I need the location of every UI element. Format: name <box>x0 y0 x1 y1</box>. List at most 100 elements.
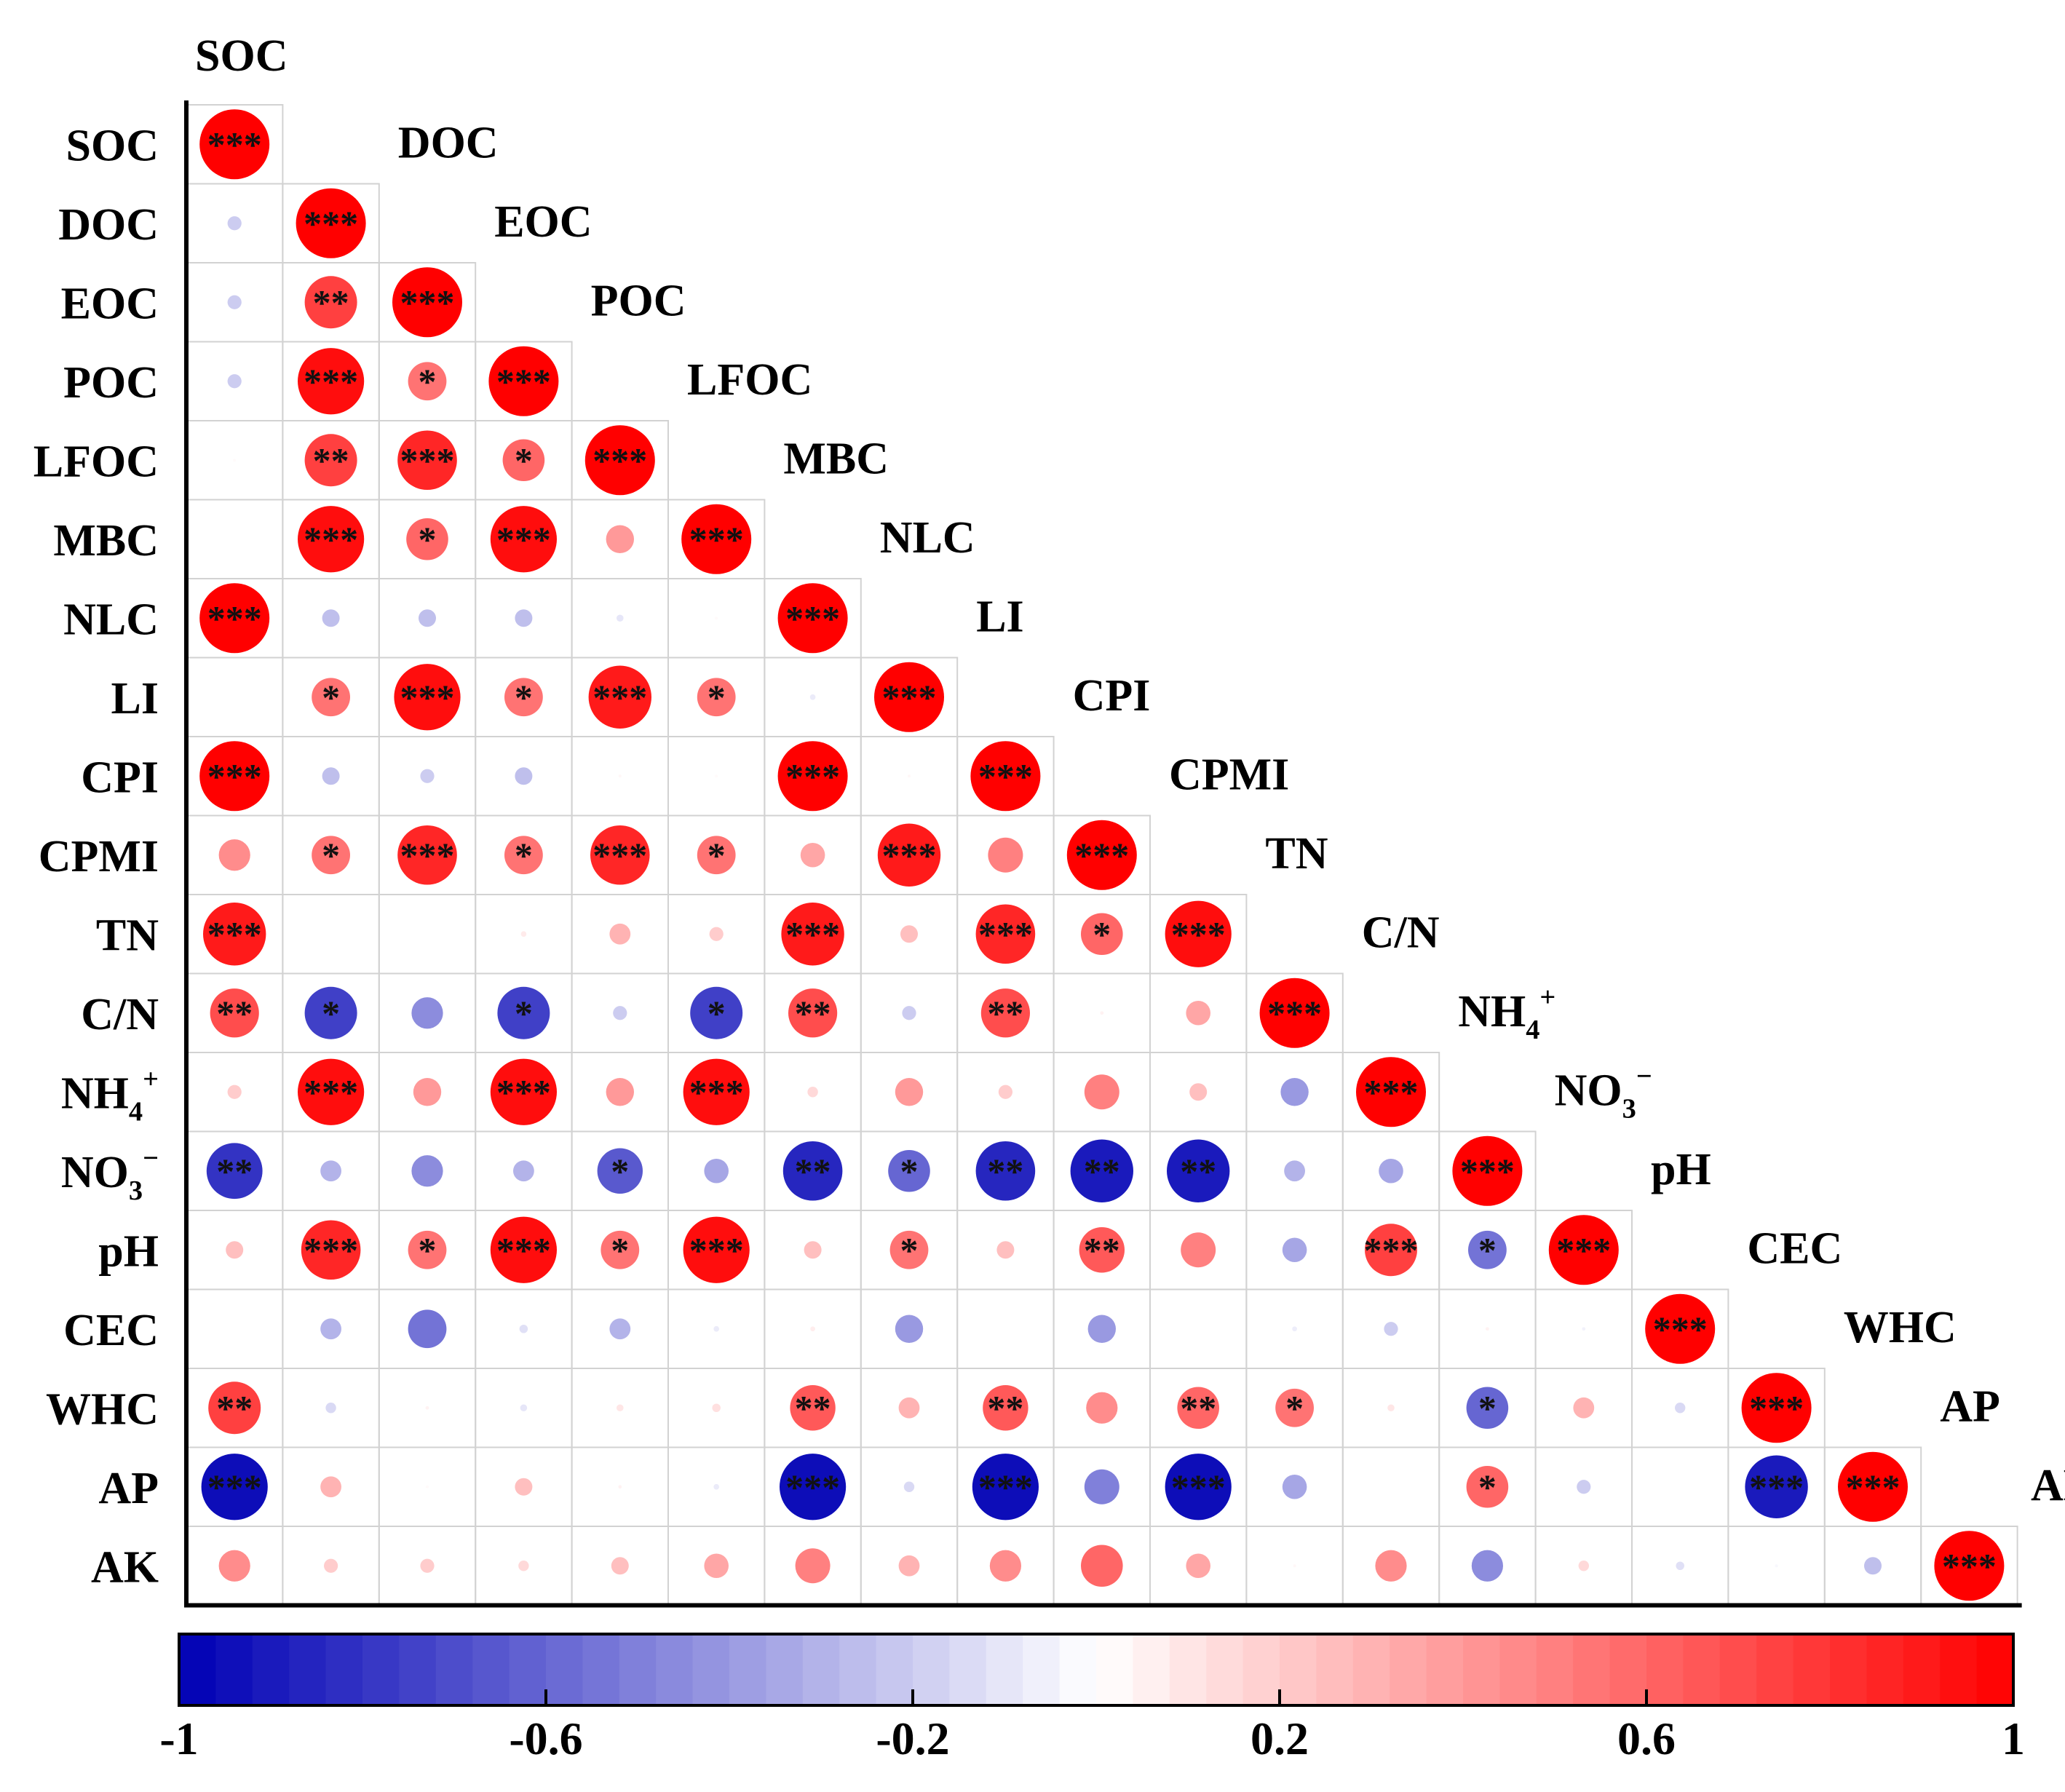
correlation-circle-11-10 <box>1186 1000 1210 1026</box>
significance-label-11-1: * <box>322 993 340 1034</box>
colorbar-step <box>472 1634 510 1705</box>
correlation-circle-12-2 <box>413 1078 442 1106</box>
grid-cell <box>956 1288 1055 1369</box>
correlation-circle-13-4 <box>597 1148 643 1194</box>
colorbar-step <box>1940 1634 1978 1705</box>
correlation-circle-6-4 <box>617 614 624 622</box>
correlation-circle-14-9 <box>1079 1227 1125 1273</box>
correlation-circle-16-8 <box>983 1385 1028 1431</box>
correlation-circle-9-9 <box>1066 820 1137 890</box>
significance-label-14-13: * <box>1478 1229 1497 1270</box>
significance-label-11-3: * <box>515 993 533 1034</box>
significance-label-12-3: *** <box>496 1071 551 1112</box>
correlation-circle-16-10 <box>1177 1387 1219 1430</box>
diagonal-label-13: NO3− <box>1555 1061 1652 1125</box>
correlation-circle-17-16 <box>1745 1455 1808 1518</box>
colorbar-step <box>839 1634 877 1705</box>
correlation-circle-11-7 <box>902 1006 916 1020</box>
matrix-axes <box>184 100 2022 1608</box>
colorbar-step <box>509 1634 547 1705</box>
correlation-circle-17-6 <box>780 1454 847 1521</box>
significance-label-10-0: *** <box>207 913 262 954</box>
correlation-circle-9-5 <box>697 836 736 875</box>
row-label-7: LI <box>111 674 159 723</box>
correlation-circle-18-18 <box>1934 1531 2005 1601</box>
colorbar-step <box>729 1634 766 1705</box>
correlation-circle-5-4 <box>606 525 634 553</box>
correlation-circle-8-8 <box>970 741 1041 812</box>
correlation-circle-12-7 <box>895 1078 924 1106</box>
row-label-14: pH <box>98 1226 159 1276</box>
colorbar-step <box>289 1634 327 1705</box>
correlation-circle-13-13 <box>1452 1135 1523 1206</box>
correlation-circle-16-1 <box>325 1403 336 1414</box>
significance-label-4-2: *** <box>400 440 455 480</box>
diagonal-label-11: C/N <box>1362 908 1440 957</box>
colorbar-step <box>1242 1634 1280 1705</box>
row-label-18: AK <box>91 1542 159 1592</box>
significance-label-12-12: *** <box>1364 1071 1419 1112</box>
colorbar-step <box>215 1634 253 1705</box>
colorbar-step <box>435 1634 473 1705</box>
significance-label-9-3: * <box>515 835 533 876</box>
diagonal-label-17: AP <box>1940 1381 2000 1431</box>
correlation-circle-18-10 <box>1186 1553 1210 1579</box>
significance-label-10-8: *** <box>978 913 1033 954</box>
correlation-circle-11-0 <box>210 988 259 1038</box>
correlation-circle-17-17 <box>1838 1451 1908 1522</box>
significance-label-5-5: *** <box>689 519 744 560</box>
significance-label-6-0: *** <box>207 598 262 638</box>
significance-label-14-12: *** <box>1364 1229 1419 1270</box>
diagonal-label-12: NH4+ <box>1458 982 1555 1045</box>
correlation-circle-3-0 <box>227 374 242 389</box>
correlation-circle-18-12 <box>1375 1550 1407 1582</box>
significance-label-6-6: *** <box>785 598 840 638</box>
correlation-circle-18-4 <box>611 1557 629 1575</box>
colorbar-step <box>1609 1634 1647 1705</box>
correlation-circle-16-11 <box>1275 1388 1314 1427</box>
colorbar-step <box>1426 1634 1464 1705</box>
correlation-circle-9-1 <box>312 836 350 875</box>
correlation-circle-16-16 <box>1741 1373 1812 1443</box>
significance-label-14-14: *** <box>1556 1229 1611 1270</box>
correlation-circle-16-0 <box>208 1381 261 1435</box>
significance-label-12-1: *** <box>304 1071 358 1112</box>
correlation-circle-18-11 <box>1293 1564 1296 1568</box>
correlation-circle-2-2 <box>392 267 462 338</box>
colorbar-step <box>913 1634 950 1705</box>
correlation-circle-18-8 <box>989 1550 1021 1582</box>
colorbar-step <box>656 1634 694 1705</box>
significance-label-7-7: *** <box>882 677 937 718</box>
significance-label-16-8: ** <box>987 1387 1023 1428</box>
significance-label-2-1: ** <box>313 282 349 322</box>
correlation-circle-15-12 <box>1384 1322 1398 1336</box>
correlation-circle-14-2 <box>408 1230 447 1269</box>
correlation-circle-14-4 <box>601 1230 640 1269</box>
significance-label-17-6: *** <box>785 1467 840 1507</box>
diagonal-label-7: LI <box>976 592 1023 641</box>
correlation-circle-4-3 <box>502 439 545 482</box>
colorbar-step <box>1866 1634 1904 1705</box>
correlation-circle-17-1 <box>320 1476 341 1498</box>
colorbar-step <box>1719 1634 1757 1705</box>
row-label-11: C/N <box>81 990 159 1039</box>
significance-label-14-4: * <box>611 1229 629 1270</box>
grid-cell <box>186 657 284 737</box>
correlation-circle-7-4 <box>588 665 651 729</box>
correlation-circle-12-0 <box>227 1085 242 1099</box>
correlation-circle-15-6 <box>810 1326 815 1332</box>
colorbar-step <box>1976 1634 2014 1705</box>
correlation-circle-10-9 <box>1081 913 1123 956</box>
correlation-circle-9-0 <box>218 839 250 871</box>
correlation-circle-14-7 <box>889 1230 929 1269</box>
correlation-circle-3-3 <box>488 346 559 416</box>
colorbar-step <box>1059 1634 1097 1705</box>
significance-markers: ******** ****** * ***** *** * ****** * *** ******… <box>207 124 1997 1586</box>
correlation-circle-7-1 <box>312 678 350 717</box>
correlation-circle-16-6 <box>790 1385 836 1431</box>
correlation-circle-7-7 <box>874 662 944 732</box>
significance-label-16-0: ** <box>216 1387 253 1428</box>
correlation-circle-18-0 <box>218 1550 250 1582</box>
correlation-circle-14-12 <box>1365 1224 1417 1277</box>
colorbar-step <box>325 1634 363 1705</box>
